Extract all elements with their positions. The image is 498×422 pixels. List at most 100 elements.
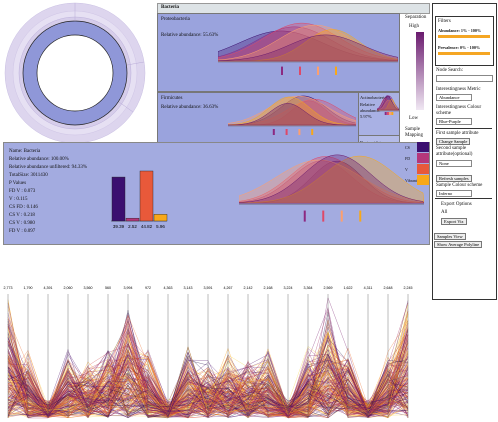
- pc-axis-label: 2,773: [4, 286, 13, 290]
- header-text: Bacteria: [161, 5, 180, 10]
- sample-marker: [322, 210, 325, 222]
- pc-axis-label: 4,311: [364, 286, 373, 290]
- pc-axis-label: 4,391: [44, 286, 53, 290]
- ridgeline: [239, 154, 424, 222]
- bar-label: 5.96: [156, 224, 165, 229]
- legend-high: High: [409, 24, 419, 29]
- bar-label: 39.39: [113, 224, 125, 229]
- pc-axis-label: 4,267: [224, 286, 233, 290]
- density-curve: [377, 95, 399, 111]
- second-attr-select[interactable]: None: [436, 160, 472, 167]
- sample-marker: [317, 66, 319, 75]
- ridgeline: [218, 22, 398, 75]
- node-abundance: Relative abundance: 55.63%: [161, 33, 219, 38]
- sector-line: [126, 61, 145, 66]
- pc-axis-label: 4,363: [164, 286, 173, 290]
- sample-marker: [285, 129, 288, 135]
- pvalue: V : 0.115: [9, 197, 28, 202]
- sample-marker: [391, 112, 394, 115]
- density-curve: [228, 99, 356, 126]
- node-box[interactable]: Firmicutes Relative abundance: 36.63%: [157, 92, 359, 150]
- density-curve: [218, 22, 398, 62]
- center[interactable]: [36, 34, 114, 112]
- sample-scheme-label: Sample Colour scheme: [436, 183, 483, 188]
- samples-view-button[interactable]: Samples View: [434, 233, 466, 240]
- pc-axis-label: 2,569: [324, 286, 333, 290]
- info-line: Name: Bacteria: [9, 149, 41, 154]
- abundance-filter: Abundance: 1% - 100%: [438, 28, 482, 33]
- legend-mapping: Sample Mapping: [405, 127, 424, 138]
- legend-swatch: [417, 175, 429, 185]
- pc-axis-label: 3,591: [204, 286, 213, 290]
- density-curve: [239, 154, 424, 204]
- prevalence-filter: Prevalence: 0% - 100%: [438, 45, 481, 50]
- pvalue: CS V : 0.218: [9, 213, 35, 218]
- parallel-coordinates: 2,773 1,790 4,391 2,060 3,560 560 3,994 972 4,36…: [4, 286, 413, 419]
- sample-marker: [335, 66, 337, 75]
- sample-scheme-select[interactable]: Inferno: [436, 190, 472, 197]
- control-panel: Filters Abundance: 1% - 100% Prevalence:…: [432, 3, 497, 300]
- sample-marker: [359, 210, 362, 222]
- filters-title: Filters: [438, 19, 451, 24]
- legend-sample: V: [405, 167, 408, 172]
- legend-low: Low: [409, 116, 419, 121]
- export-select[interactable]: All: [441, 210, 448, 215]
- sector-line: [118, 101, 134, 113]
- ridgeline: [228, 95, 356, 135]
- node-name: Actinobacteria: [360, 95, 387, 100]
- density-curve: [228, 95, 356, 126]
- node-name: Firmicutes: [161, 96, 183, 101]
- density-curve: [377, 95, 399, 111]
- pc-axis-label: 2,168: [264, 286, 273, 290]
- sample-marker: [311, 129, 314, 135]
- sample-marker: [281, 66, 283, 75]
- export-button[interactable]: Export Viz: [441, 218, 467, 225]
- prevalence-slider[interactable]: [438, 52, 490, 55]
- node-search-input[interactable]: [436, 75, 493, 82]
- scheme-select[interactable]: Blue-Purple: [436, 118, 472, 125]
- sunburst: [4, 2, 146, 144]
- legend-swatch: [417, 153, 429, 163]
- abundance-slider[interactable]: [438, 35, 490, 38]
- node-box[interactable]: Proteobacteria Relative abundance: 55.63…: [157, 13, 400, 92]
- pc-axis-label: 3,994: [124, 286, 133, 290]
- info-line: Relative abundance: 100.00%: [9, 157, 69, 162]
- node-box[interactable]: Actinobacteria Relative abundance: 5.97%: [358, 92, 400, 136]
- pc-axis-label: 1,790: [24, 286, 33, 290]
- bar: [125, 217, 140, 222]
- scheme-label: Interestingness Colour scheme: [436, 105, 482, 116]
- density-curve: [218, 26, 398, 62]
- pc-axis-label: 2,245: [404, 286, 413, 290]
- pc-axis-label: 1,622: [344, 286, 353, 290]
- pvalue: CS FD : 0.146: [9, 205, 38, 210]
- avg-polyline-button[interactable]: Show Average Polyline: [434, 241, 483, 248]
- node-abundance: Relative abundance: 36.63%: [161, 105, 219, 110]
- second-attr-label: Second sample attribute(optional): [436, 146, 473, 157]
- bar-chart: 39.39 2.52 44.82 5.96: [111, 170, 168, 229]
- node-name: Proteobacteria: [161, 17, 190, 22]
- metric-select[interactable]: Abundance: [436, 94, 472, 101]
- pvalue: FD V : 0.073: [9, 189, 36, 194]
- sample-marker: [272, 129, 275, 135]
- density-curve: [228, 103, 356, 126]
- separation-gradient: [416, 32, 424, 110]
- legend-swatch: [417, 164, 429, 174]
- bar-label: 44.82: [141, 224, 153, 229]
- info-line: Relative abundance unfiltered: 94.33%: [9, 165, 88, 170]
- export-label: Export Options: [441, 202, 472, 207]
- first-attr-button[interactable]: Change Sample: [436, 138, 471, 145]
- node-abundance: Relative abundance: 5.97%: [360, 102, 381, 119]
- metric-label: Interestingness Metric: [436, 87, 481, 92]
- ridgeline: [377, 95, 399, 115]
- first-attr-label: First sample attribute: [436, 131, 479, 136]
- sample-marker: [386, 112, 389, 115]
- density-curve: [239, 155, 424, 204]
- info-panel: 39.39 2.52 44.82 5.96 Name: Bacteria Relativ…: [3, 142, 430, 245]
- legend-sample: CS: [405, 145, 410, 150]
- pc-axis-label: 2,060: [64, 286, 73, 290]
- divider: [435, 198, 492, 199]
- pc-axis-label: 3,224: [284, 286, 293, 290]
- density-curve: [228, 96, 356, 126]
- refresh-button[interactable]: Refresh samples: [436, 175, 472, 182]
